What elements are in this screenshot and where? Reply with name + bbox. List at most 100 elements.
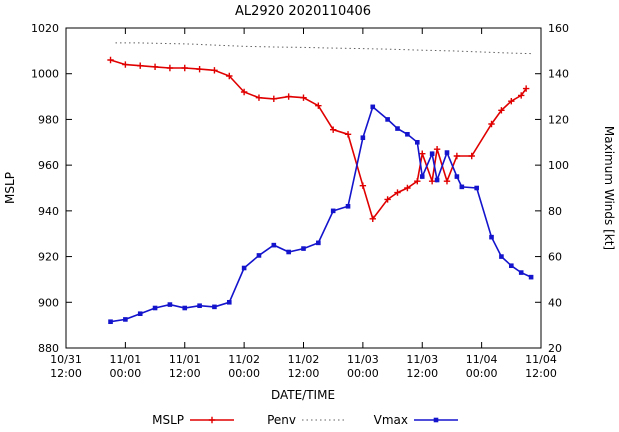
series-marker: [428, 177, 436, 185]
y-right-tick-label: 20: [548, 342, 562, 355]
series-marker: [474, 185, 479, 191]
x-tick-time-label: 00:00: [110, 367, 142, 380]
series-marker: [152, 305, 158, 311]
series-marker: [330, 208, 336, 214]
series-line-penv: [115, 42, 532, 55]
y-left-tick-label: 920: [38, 251, 59, 264]
y-right-tick-label: 140: [548, 68, 569, 81]
series-line-vmax: [110, 105, 532, 323]
series-marker: [369, 215, 376, 223]
series-marker: [208, 416, 216, 424]
series-marker: [107, 56, 114, 64]
series-marker: [395, 126, 400, 131]
series-marker: [151, 63, 159, 71]
series-marker: [196, 65, 203, 73]
x-tick-date-label: 11/04: [466, 353, 498, 366]
x-tick-time-label: 12:00: [169, 367, 201, 380]
legend-item-mslp: MSLP: [152, 413, 234, 427]
series-marker: [415, 139, 420, 145]
series-marker: [271, 242, 277, 248]
series-marker: [344, 131, 352, 138]
series-marker: [285, 93, 292, 100]
series-marker: [123, 317, 128, 322]
series-marker: [488, 120, 495, 128]
series-marker: [122, 61, 129, 68]
legend-label: MSLP: [152, 413, 184, 427]
series-marker: [315, 102, 322, 109]
y-left-tick-label: 880: [38, 342, 59, 355]
series-marker: [518, 270, 524, 275]
x-tick-time-label: 12:00: [525, 367, 557, 380]
x-tick-time-label: 00:00: [466, 367, 498, 380]
series-marker: [404, 184, 411, 192]
series-marker: [434, 177, 440, 183]
series-marker: [329, 126, 337, 133]
series-line-mslp: [110, 59, 527, 221]
y-left-tick-label: 960: [38, 159, 59, 172]
x-tick-date-label: 10/31: [50, 353, 82, 366]
x-tick-time-label: 00:00: [228, 367, 260, 380]
series-marker: [360, 135, 366, 141]
series-marker: [212, 304, 217, 310]
series-marker: [137, 62, 144, 69]
x-tick-date-label: 11/02: [288, 353, 320, 366]
x-tick-date-label: 11/03: [347, 353, 379, 366]
tick-layer: 880 20 900 40 920 60 940 80 960 100 980 120 1000 140 1…: [31, 22, 569, 380]
legend-item-penv: Penv: [267, 413, 346, 427]
y-left-tick-label: 940: [38, 205, 59, 218]
series-marker: [270, 95, 278, 103]
series-marker: [108, 319, 113, 325]
series-marker: [370, 104, 376, 110]
series-marker: [489, 234, 494, 240]
series-marker: [433, 145, 441, 153]
series-marker: [137, 311, 143, 317]
series-marker: [453, 152, 461, 160]
series-marker: [226, 72, 233, 80]
series-marker: [468, 152, 475, 160]
series-marker: [444, 150, 450, 155]
series-marker: [197, 303, 202, 309]
series-marker: [443, 177, 451, 185]
series-marker: [211, 67, 218, 74]
y-right-tick-label: 40: [548, 296, 562, 309]
series-marker: [419, 174, 425, 179]
series-marker: [508, 97, 515, 105]
x-tick-time-label: 12:00: [50, 367, 82, 380]
series-marker: [167, 302, 173, 307]
y-left-tick-label: 980: [38, 113, 59, 126]
y-right-tick-label: 160: [548, 22, 569, 35]
series-marker: [429, 151, 435, 157]
chart-title: AL2920 2020110406: [235, 4, 371, 19]
y-right-axis-label: Maximum Winds [kt]: [602, 126, 616, 250]
series-marker: [459, 184, 465, 190]
series-marker: [301, 246, 306, 251]
series-marker: [286, 249, 291, 255]
series-marker: [255, 94, 263, 101]
series-marker: [454, 174, 460, 179]
y-right-tick-label: 120: [548, 113, 569, 126]
legend-label: Vmax: [374, 413, 408, 427]
y-right-tick-label: 100: [548, 159, 569, 172]
x-tick-date-label: 11/01: [169, 353, 201, 366]
series-marker: [166, 64, 174, 72]
legend-label: Penv: [267, 413, 296, 427]
series-marker: [433, 417, 439, 423]
x-tick-date-label: 11/01: [110, 353, 142, 366]
series-marker: [316, 240, 321, 246]
x-axis-label: DATE/TIME: [271, 388, 335, 402]
series-marker: [394, 189, 401, 196]
series-marker: [182, 305, 188, 311]
series-marker: [509, 263, 514, 269]
series-marker: [256, 253, 262, 258]
series-marker: [226, 299, 232, 305]
legend: MSLP Penv Vmax: [152, 413, 458, 427]
x-tick-date-label: 11/02: [228, 353, 260, 366]
y-right-tick-label: 60: [548, 251, 562, 264]
series-marker: [300, 94, 307, 101]
series-marker: [240, 88, 248, 96]
y-left-tick-label: 900: [38, 296, 59, 309]
y-left-axis-label: MSLP: [3, 172, 17, 204]
y-left-tick-label: 1020: [31, 22, 59, 35]
